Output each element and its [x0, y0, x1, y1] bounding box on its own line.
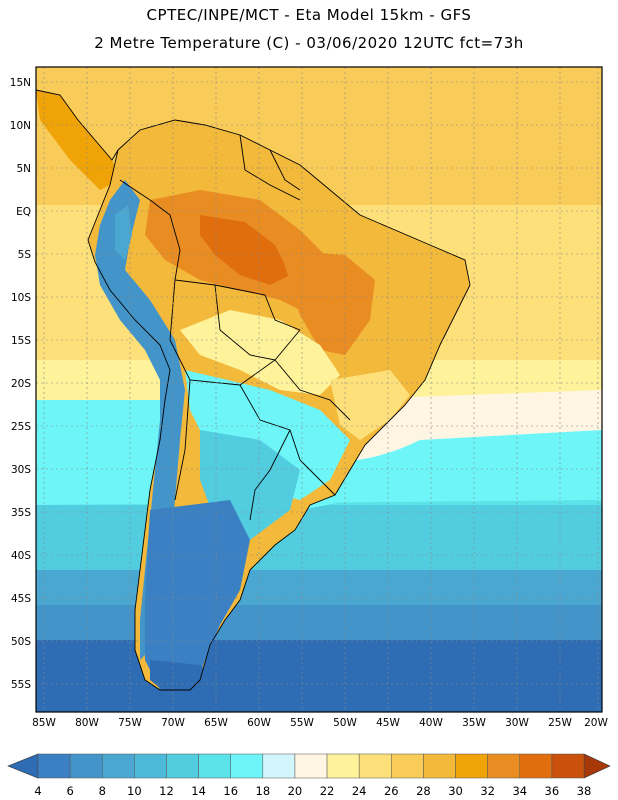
lat-label: 20S [11, 378, 31, 390]
band-mid-south [36, 505, 602, 575]
colorbar-labels: 4 6 8 10 12 14 16 18 20 22 24 26 28 30 32 34 36 38 [34, 784, 591, 798]
atlantic-cool-tongue [290, 430, 602, 510]
colorbar-segment [198, 753, 231, 779]
colorbar-segment [166, 753, 199, 779]
band-cold [36, 605, 602, 645]
lon-label: 25W [548, 717, 572, 729]
lat-label: 25S [11, 421, 31, 433]
colorbar-label: 14 [191, 784, 206, 798]
brazil-interior-hot [280, 250, 375, 355]
colorbar-label: 30 [448, 784, 463, 798]
patagonia-cold [145, 500, 250, 690]
colorbar-label: 28 [416, 784, 431, 798]
colorbar-segment [358, 753, 392, 779]
lat-label: 15S [11, 335, 31, 347]
colorbar-segment [101, 753, 135, 779]
lon-label: 30W [505, 717, 529, 729]
colorbar: 4 6 8 10 12 14 16 18 20 22 24 26 28 30 32 34 36 38 [7, 753, 611, 798]
map-field [36, 67, 602, 712]
colorbar-label: 12 [159, 784, 174, 798]
lon-label: 50W [333, 717, 357, 729]
lon-label: 55W [290, 717, 314, 729]
colorbar-label: 38 [577, 784, 592, 798]
tierra-del-fuego [150, 660, 220, 695]
lon-label: 70W [161, 717, 185, 729]
colorbar-label: 24 [352, 784, 367, 798]
lat-label: 5S [18, 249, 32, 261]
lat-label: EQ [16, 206, 31, 218]
colorbar-label: 36 [545, 784, 560, 798]
colorbar-segment [487, 753, 521, 779]
lat-label: 5N [16, 163, 31, 175]
amazon-hottest [200, 215, 290, 285]
lat-label: 15N [10, 77, 31, 89]
lon-label: 35W [462, 717, 486, 729]
colorbar-segment [294, 753, 328, 779]
colorbar-label: 34 [512, 784, 527, 798]
colorbar-label: 32 [480, 784, 495, 798]
colorbar-label: 26 [384, 784, 399, 798]
colorbar-label: 4 [34, 784, 41, 798]
band-cool [36, 570, 602, 610]
southeast-brazil [330, 370, 410, 440]
lon-label: 20W [584, 717, 608, 729]
map-subtitle: 2 Metre Temperature (C) - 03/06/2020 12U… [94, 34, 524, 52]
colorbar-segment [423, 753, 456, 779]
longitude-axis: 85W 80W 75W 70W 65W 60W 55W 50W 45W 40W … [32, 717, 608, 729]
central-plateau [180, 310, 340, 395]
colorbar-segment [230, 753, 264, 779]
colorbar-label: 22 [320, 784, 335, 798]
lon-label: 65W [204, 717, 228, 729]
band-coldest [36, 640, 602, 712]
map-title: CPTEC/INPE/MCT - Eta Model 15km - GFS [146, 6, 472, 24]
colorbar-segment [37, 753, 71, 779]
lon-label: 75W [118, 717, 142, 729]
colorbar-label: 20 [288, 784, 303, 798]
colorbar-segment [134, 753, 167, 779]
lat-label: 55S [11, 679, 31, 691]
graticule [36, 67, 602, 712]
lon-label: 85W [32, 717, 56, 729]
colorbar-segment [551, 753, 585, 779]
colorbar-segment [326, 753, 360, 779]
lon-label: 80W [75, 717, 99, 729]
country-borders [36, 89, 471, 691]
colorbar-label: 8 [99, 784, 106, 798]
colorbar-right-arrow [583, 753, 611, 779]
colorbar-segment [262, 753, 296, 779]
map-frame [35, 66, 603, 713]
lat-label: 30S [11, 464, 31, 476]
lat-label: 40S [11, 550, 31, 562]
colorbar-segment [519, 753, 553, 779]
chaco-pampa [185, 370, 350, 500]
lat-label: 10S [11, 292, 31, 304]
lon-label: 40W [419, 717, 443, 729]
latitude-axis: 15N 10N 5N EQ 5S 10S 15S 20S 25S 30S 35S… [10, 77, 32, 691]
colorbar-segment [391, 753, 424, 779]
andes-peak-cold [115, 205, 132, 260]
lon-label: 60W [247, 717, 271, 729]
colorbar-label: 6 [66, 784, 73, 798]
colorbar-left-arrow [7, 753, 39, 779]
colorbar-segment [69, 753, 103, 779]
lon-label: 45W [376, 717, 400, 729]
lat-label: 45S [11, 593, 31, 605]
lat-label: 10N [10, 120, 31, 132]
lat-label: 35S [11, 507, 31, 519]
colorbar-label: 18 [256, 784, 271, 798]
central-america [36, 90, 120, 190]
lat-label: 50S [11, 636, 31, 648]
colorbar-label: 16 [223, 784, 238, 798]
colorbar-label: 10 [127, 784, 142, 798]
colorbar-segment [455, 753, 488, 779]
colorbar-segments [37, 753, 585, 779]
